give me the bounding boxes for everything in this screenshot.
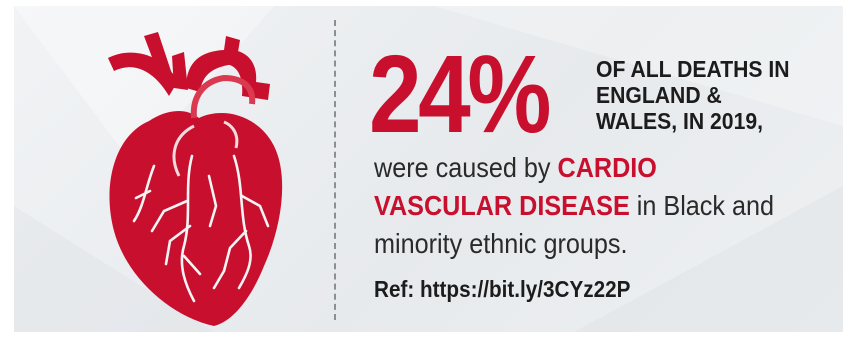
headline-line-1: OF ALL DEATHS IN — [596, 56, 790, 82]
headline: OF ALL DEATHS IN ENGLAND & WALES, IN 201… — [596, 56, 826, 134]
infographic-card: 24% OF ALL DEATHS IN ENGLAND & WALES, IN… — [14, 6, 843, 332]
dashed-divider — [334, 20, 336, 320]
body-text-before: were caused by — [374, 152, 551, 183]
highlight-disease: CARDIO VASCULAR DISEASE — [374, 152, 657, 221]
body-text: were caused by CARDIO VASCULAR DISEASE i… — [374, 149, 788, 263]
anatomical-heart-icon — [74, 26, 314, 326]
headline-line-2: ENGLAND & — [596, 82, 722, 108]
percentage-stat: 24% — [369, 33, 551, 156]
reference-link[interactable]: Ref: https://bit.ly/3CYz22P — [374, 276, 631, 302]
body-text-after: in Black and minority ethnic groups. — [374, 190, 775, 259]
headline-line-3: WALES, IN 2019, — [596, 108, 763, 134]
